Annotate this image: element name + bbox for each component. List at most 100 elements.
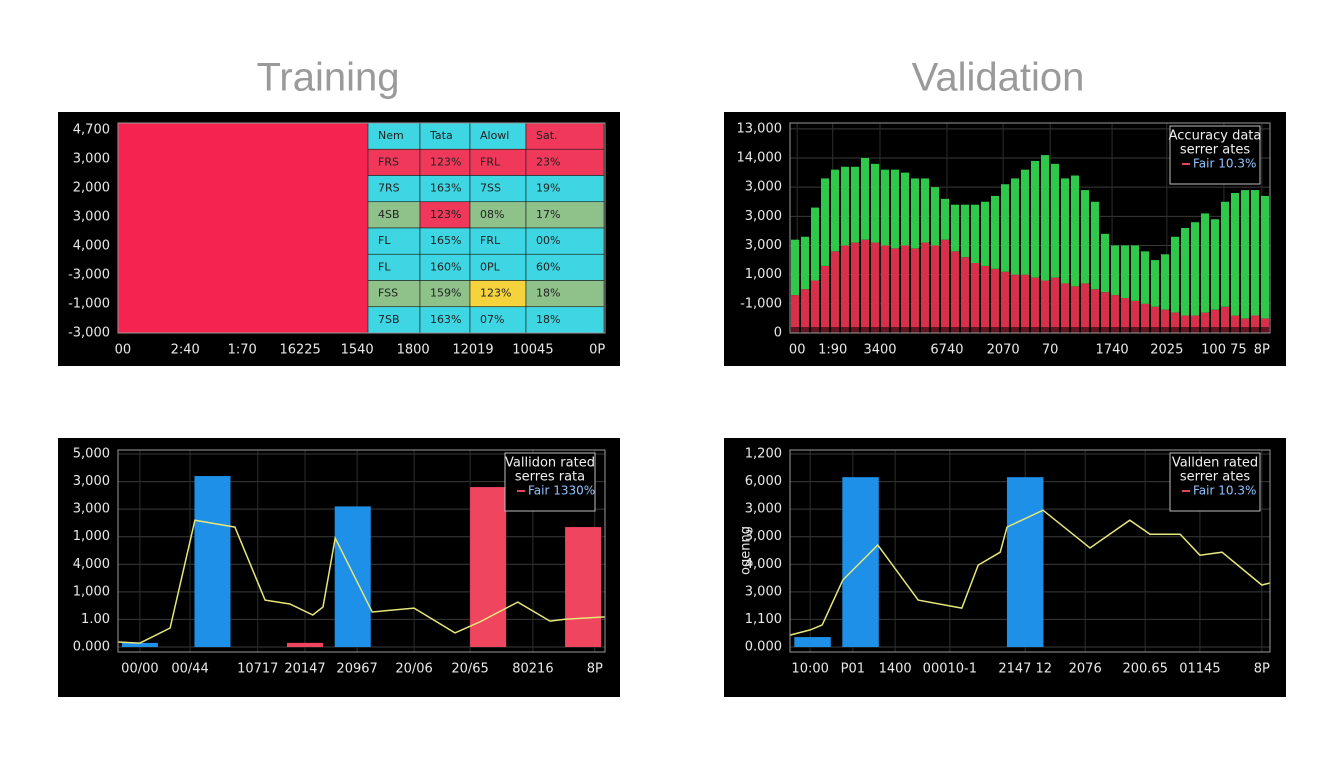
x-tick-label: 20147 bbox=[284, 662, 325, 677]
bar-segment bbox=[1011, 274, 1019, 333]
table-text: 18% bbox=[536, 313, 560, 326]
table-text: 160% bbox=[430, 260, 461, 273]
bar-segment bbox=[921, 242, 929, 333]
y-tick-label: 1,000 bbox=[73, 584, 110, 599]
y-tick-label: 3,000 bbox=[745, 180, 782, 195]
bar-segment bbox=[1181, 228, 1189, 316]
bar-segment bbox=[901, 172, 909, 246]
bar-segment bbox=[1031, 160, 1039, 278]
bar-segment bbox=[1151, 306, 1159, 333]
x-tick-label: 3400 bbox=[863, 343, 896, 358]
table-text: 123% bbox=[430, 155, 461, 168]
bar-segment bbox=[1141, 251, 1149, 304]
bar-segment bbox=[991, 268, 999, 333]
table-text: 18% bbox=[536, 287, 560, 300]
table-text: FSS bbox=[378, 287, 398, 300]
table-text: 123% bbox=[430, 208, 461, 221]
plot-frame bbox=[117, 122, 606, 334]
bar-segment bbox=[1001, 271, 1009, 333]
table-cell bbox=[469, 253, 527, 281]
table-cell bbox=[419, 306, 471, 334]
table-cell bbox=[367, 227, 421, 255]
x-tick-label: 01145 bbox=[1179, 662, 1220, 677]
bar-segment bbox=[911, 178, 919, 249]
bar-segment bbox=[1071, 286, 1079, 333]
bar-segment bbox=[1221, 201, 1229, 307]
table-cell bbox=[367, 122, 421, 150]
bar-segment bbox=[861, 158, 869, 240]
table-text: 159% bbox=[430, 287, 461, 300]
x-tick-label: 8P bbox=[1254, 662, 1270, 677]
bar-segment bbox=[861, 239, 869, 333]
x-tick-label: 1740 bbox=[1096, 343, 1129, 358]
x-tick-label: 100 75 bbox=[1201, 343, 1247, 358]
y-tick-label: 3,000 bbox=[745, 209, 782, 224]
table-cell bbox=[419, 201, 471, 229]
line bbox=[117, 519, 606, 644]
bar-segment bbox=[1131, 300, 1139, 333]
legend-box bbox=[1169, 125, 1261, 185]
legend-box bbox=[1169, 452, 1261, 512]
bar-segment bbox=[1071, 175, 1079, 287]
bar-segment bbox=[851, 242, 859, 333]
x-tick-label: 2070 bbox=[987, 343, 1020, 358]
legend-title: Accuracy data bbox=[1169, 129, 1262, 144]
table-text: 165% bbox=[430, 234, 461, 247]
bar-segment bbox=[941, 198, 949, 240]
bar-segment bbox=[811, 280, 819, 333]
table-text: Sat. bbox=[536, 129, 558, 142]
x-tick-label: 00 bbox=[789, 343, 806, 358]
bar-segment bbox=[791, 295, 799, 333]
table-cell bbox=[525, 148, 605, 176]
bar-segment bbox=[1161, 254, 1169, 310]
bar-segment bbox=[791, 239, 799, 296]
bar-segment bbox=[821, 178, 829, 266]
bar-segment bbox=[841, 166, 849, 246]
table-cell bbox=[367, 306, 421, 334]
bar-segment bbox=[1191, 222, 1199, 316]
table-text: 08% bbox=[480, 208, 504, 221]
bar-segment bbox=[1111, 245, 1119, 296]
y-tick-label: 13,000 bbox=[737, 121, 783, 136]
bar-segment bbox=[971, 204, 979, 263]
table-cell bbox=[469, 175, 527, 203]
legend-title: serrer ates bbox=[1180, 143, 1250, 158]
bar-segment bbox=[1051, 163, 1059, 278]
y-tick-label: 3,000 bbox=[73, 152, 110, 167]
bar-segment bbox=[1251, 315, 1259, 333]
table-text: 17% bbox=[536, 208, 560, 221]
y-tick-label: 0.000 bbox=[73, 640, 110, 655]
legend-title: Vallidon rated bbox=[505, 456, 595, 471]
bar-segment bbox=[991, 195, 999, 269]
table-text: 7SS bbox=[480, 182, 501, 195]
x-tick-label: 20967 bbox=[336, 662, 377, 677]
x-tick-label: 00/00 bbox=[121, 662, 158, 677]
legend-box bbox=[504, 452, 596, 512]
bar-segment bbox=[1021, 274, 1029, 333]
bar-segment bbox=[881, 245, 889, 333]
y-tick-label: -1,000 bbox=[68, 297, 110, 312]
x-tick-label: 2025 bbox=[1150, 343, 1183, 358]
bar-segment bbox=[831, 169, 839, 252]
table-cell bbox=[367, 253, 421, 281]
y-tick-label: 14,000 bbox=[737, 151, 783, 166]
table-text: 163% bbox=[430, 182, 461, 195]
bar-segment bbox=[821, 265, 829, 333]
bar-segment bbox=[901, 245, 909, 333]
bar-segment bbox=[1171, 236, 1179, 313]
table-text: 19% bbox=[536, 182, 560, 195]
bar bbox=[565, 527, 602, 647]
x-tick-label: 10045 bbox=[512, 343, 553, 358]
legend-title: serres rata bbox=[515, 470, 585, 485]
bar bbox=[334, 506, 371, 647]
y-tick-label: 2,000 bbox=[73, 181, 110, 196]
table-text: Tata bbox=[429, 129, 453, 142]
legend-title: serrer ates bbox=[1180, 470, 1250, 485]
bar-segment bbox=[1141, 303, 1149, 333]
bar-segment bbox=[1201, 312, 1209, 333]
bar-segment bbox=[1121, 298, 1129, 333]
bar-segment bbox=[971, 263, 979, 333]
bar-segment bbox=[1061, 178, 1069, 284]
bar-segment bbox=[1191, 315, 1199, 333]
table-cell bbox=[525, 280, 605, 308]
